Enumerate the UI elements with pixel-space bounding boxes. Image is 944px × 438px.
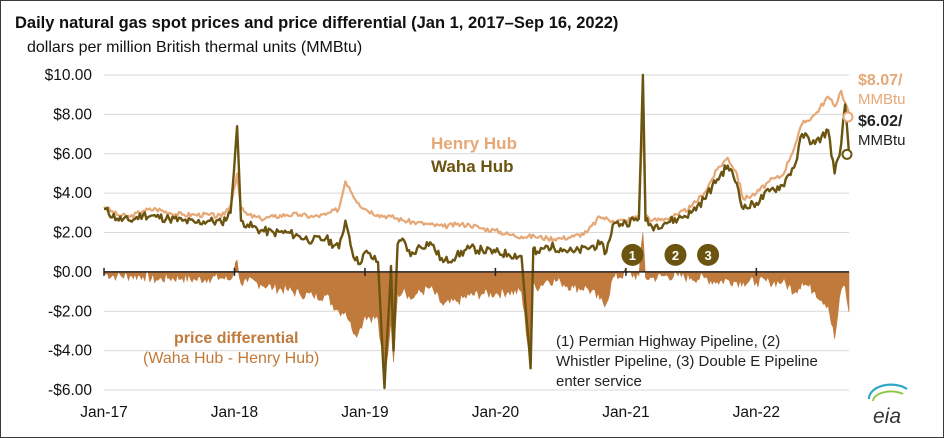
x-tick-label-5: Jan-22	[733, 404, 780, 421]
y-tick-label-0: $10.00	[45, 67, 93, 84]
y-tick-label-4: $2.00	[53, 225, 92, 242]
henry-end-marker	[842, 111, 854, 123]
y-tick-label-6: -$2.00	[48, 303, 92, 320]
eia-logo: eia	[867, 383, 908, 428]
waha-end-value: $6.02/	[858, 113, 903, 130]
pipeline-marker-label-1: 1	[629, 248, 636, 263]
eia-logo-arc	[867, 383, 908, 400]
pipeline-marker-label-2: 2	[672, 248, 679, 263]
y-tick-label-1: $8.00	[53, 106, 92, 123]
henry-end-value: $8.07/	[858, 72, 903, 89]
x-tick-label-1: Jan-18	[211, 404, 258, 421]
axes-layer	[103, 267, 849, 276]
x-tick-label-4: Jan-21	[602, 404, 649, 421]
henry-hub-line	[103, 89, 851, 242]
pipeline-marker-3	[697, 243, 720, 266]
x-tick-label-0: Jan-17	[80, 404, 127, 421]
differential-area-layer	[103, 232, 850, 383]
waha-hub-label: Waha Hub	[431, 157, 513, 176]
pipeline-note-line-2: Whistler Pipeline, (3) Double E Pipeline	[556, 353, 818, 370]
differential-label: price differential	[174, 330, 298, 347]
eia-logo-arc-inner	[872, 390, 904, 402]
pipeline-marker-label-3: 3	[704, 248, 711, 263]
y-tick-label-2: $6.00	[53, 146, 92, 163]
waha-hub-line	[103, 73, 851, 390]
chart-subtitle: dollars per million British thermal unit…	[27, 39, 362, 56]
henry-hub-label: Henry Hub	[431, 134, 517, 153]
pipeline-marker-2	[664, 243, 687, 266]
x-tick-label-2: Jan-19	[341, 404, 388, 421]
henry-end-unit: MMBtu	[858, 91, 906, 108]
differential-sublabel: (Waha Hub - Henry Hub)	[143, 350, 319, 367]
pipeline-marker-1	[621, 243, 644, 266]
y-tick-label-8: -$6.00	[48, 382, 92, 399]
gridlines	[104, 74, 849, 391]
pipeline-note-line-3: enter service	[556, 373, 642, 390]
series-lines-layer	[103, 73, 854, 390]
pipeline-note-line-1: (1) Permian Highway Pipeline, (2)	[556, 333, 780, 350]
x-tick-label-3: Jan-20	[472, 404, 520, 421]
chart-title: Daily natural gas spot prices and price …	[15, 14, 618, 32]
y-tick-label-7: -$4.00	[48, 343, 92, 360]
differential-area	[103, 232, 850, 383]
labels-layer: $10.00 $8.00 $6.00 $4.00 $2.00 $0.00 -$2.00 -$4…	[45, 67, 780, 421]
y-tick-label-5: $0.00	[53, 264, 92, 281]
waha-end-marker	[841, 148, 853, 160]
waha-end-unit: MMBtu	[858, 132, 906, 149]
y-tick-label-3: $4.00	[53, 185, 92, 202]
eia-logo-text: eia	[873, 405, 901, 428]
